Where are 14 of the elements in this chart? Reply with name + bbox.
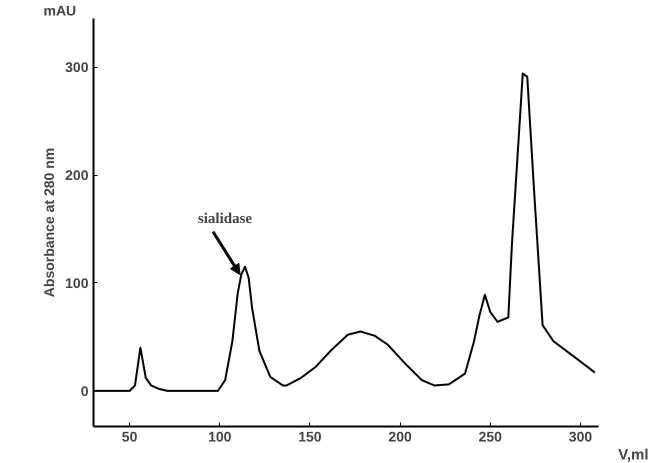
y-tick-label: 300 [65, 59, 89, 76]
x-tick-label: 150 [298, 428, 322, 444]
x-tick-label: 50 [122, 428, 138, 444]
y-tick-label: 100 [65, 274, 89, 291]
x-tick-label: 200 [388, 428, 412, 444]
x-tick-label: 250 [478, 428, 502, 444]
x-tick-label: 300 [568, 428, 592, 444]
y-tick-label: 200 [65, 167, 89, 184]
x-tick-label: 100 [208, 428, 232, 444]
y-axis-title: Absorbance at 280 nm [41, 148, 58, 298]
annotation: sialidase [198, 210, 252, 227]
y-tick-label: 0 [80, 382, 89, 399]
x-axis-title: V,ml [618, 446, 649, 463]
text: mAU [44, 2, 76, 18]
